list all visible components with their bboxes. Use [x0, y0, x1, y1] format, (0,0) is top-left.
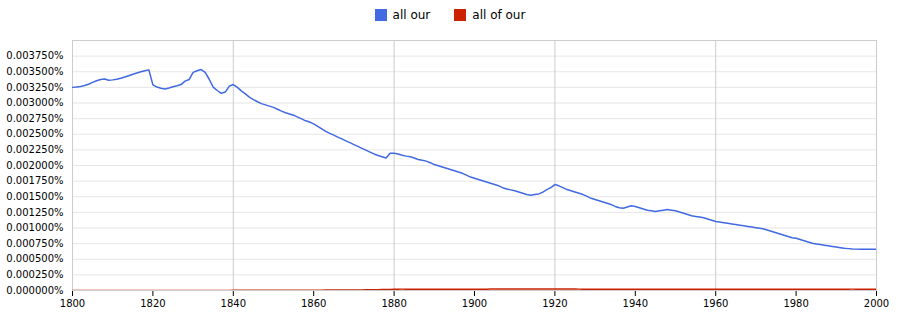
svg-text:1980: 1980: [783, 298, 808, 309]
svg-text:0.002250%: 0.002250%: [6, 144, 63, 155]
svg-text:0.002000%: 0.002000%: [6, 160, 63, 171]
svg-text:1920: 1920: [542, 298, 567, 309]
svg-text:0.003750%: 0.003750%: [6, 50, 63, 61]
svg-text:1800: 1800: [60, 298, 85, 309]
svg-text:1960: 1960: [703, 298, 728, 309]
svg-text:1900: 1900: [462, 298, 487, 309]
svg-text:0.003250%: 0.003250%: [6, 82, 63, 93]
svg-text:2000: 2000: [864, 298, 889, 309]
svg-text:1840: 1840: [221, 298, 246, 309]
svg-text:0.000250%: 0.000250%: [6, 269, 63, 280]
html-text:all of our: all of our: [472, 8, 526, 22]
svg-text:0.001000%: 0.001000%: [6, 222, 63, 233]
svg-text:1880: 1880: [381, 298, 406, 309]
svg-text:1940: 1940: [623, 298, 648, 309]
svg-text:0.001250%: 0.001250%: [6, 207, 63, 218]
svg-text:1820: 1820: [140, 298, 165, 309]
svg-text:0.003000%: 0.003000%: [6, 97, 63, 108]
svg-text:0.001750%: 0.001750%: [6, 175, 63, 186]
svg-text:0.002500%: 0.002500%: [6, 128, 63, 139]
svg-text:0.001500%: 0.001500%: [6, 191, 63, 202]
svg-text:0.000000%: 0.000000%: [6, 285, 63, 296]
svg-text:0.000750%: 0.000750%: [6, 238, 63, 249]
html-text:all our: all our: [392, 8, 431, 22]
svg-text:1860: 1860: [301, 298, 326, 309]
svg-text:0.000500%: 0.000500%: [6, 253, 63, 264]
svg-text:0.002750%: 0.002750%: [6, 113, 63, 124]
svg-text:0.003500%: 0.003500%: [6, 66, 63, 77]
